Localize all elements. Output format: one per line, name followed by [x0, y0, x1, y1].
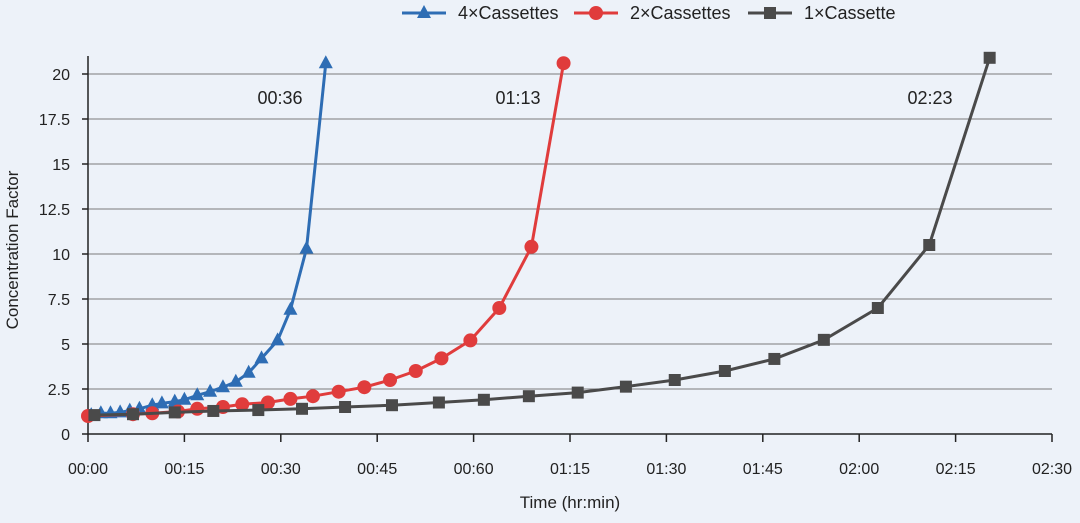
data-point — [522, 390, 535, 403]
end-time-label: 00:36 — [257, 88, 302, 108]
data-point — [88, 409, 101, 422]
x-tick-label: 00:60 — [454, 461, 494, 478]
data-point — [434, 351, 449, 366]
data-point — [668, 374, 681, 386]
data-point — [215, 379, 230, 393]
data-point — [305, 389, 320, 404]
data-point — [260, 395, 275, 410]
data-point — [339, 401, 352, 413]
x-tick-label: 01:30 — [646, 461, 686, 478]
data-point — [235, 397, 250, 412]
data-point — [408, 364, 423, 378]
data-point — [492, 301, 507, 315]
legend-marker — [764, 7, 776, 19]
data-point — [331, 384, 346, 399]
data-point — [477, 393, 490, 406]
data-point — [190, 387, 205, 401]
x-tick-label: 02:30 — [1032, 461, 1072, 478]
series-circle — [81, 56, 571, 423]
data-point — [190, 401, 205, 416]
x-tick-label: 02:00 — [839, 461, 879, 478]
data-point — [252, 404, 265, 417]
legend-item: 1×Cassette — [748, 3, 896, 23]
legend-label: 4×Cassettes — [458, 3, 559, 23]
data-point — [357, 380, 372, 395]
data-point — [556, 56, 571, 71]
data-point — [383, 373, 398, 387]
y-tick-label: 15 — [52, 157, 70, 174]
data-point — [817, 333, 830, 346]
series-square — [88, 51, 996, 422]
y-tick-label: 0 — [61, 427, 70, 444]
x-tick-label: 00:00 — [68, 461, 108, 478]
data-point — [177, 391, 192, 405]
x-tick-label: 00:30 — [261, 461, 301, 478]
y-tick-label: 10 — [52, 247, 70, 264]
y-tick-label: 12.5 — [39, 202, 70, 219]
data-point — [983, 51, 996, 64]
x-tick-label: 01:45 — [743, 461, 783, 478]
series-group — [81, 51, 996, 423]
data-point — [463, 333, 478, 348]
legend-marker — [417, 5, 431, 18]
data-point — [168, 406, 181, 419]
end-time-label: 01:13 — [495, 88, 540, 108]
data-point — [296, 402, 309, 415]
x-tick-label: 02:15 — [936, 461, 976, 478]
y-tick-label: 2.5 — [48, 382, 70, 399]
legend: 4×Cassettes 2×Cassettes 1×Cassette — [402, 3, 896, 23]
y-axis-title: Concentration Factor — [3, 170, 22, 329]
series-line — [94, 57, 992, 417]
series-line — [90, 63, 328, 417]
x-tick-label: 00:15 — [164, 461, 204, 478]
data-point — [619, 380, 632, 393]
data-point — [154, 395, 169, 409]
legend-label: 2×Cassettes — [630, 3, 731, 23]
axes: 0 2.5 5 7.5 10 12.5 15 17.5 20 00:00 00:15 00:30 00:… — [39, 56, 1072, 478]
x-axis-title: Time (hr:min) — [520, 493, 620, 512]
data-point — [718, 365, 731, 377]
end-time-label: 02:23 — [907, 88, 952, 108]
data-point — [299, 240, 314, 254]
data-point — [283, 301, 298, 315]
y-tick-label: 5 — [61, 337, 70, 354]
data-point — [923, 239, 936, 251]
data-point — [283, 391, 298, 406]
y-tick-label: 17.5 — [39, 112, 70, 129]
data-point — [385, 399, 398, 412]
data-point — [228, 373, 243, 387]
legend-item: 4×Cassettes — [402, 3, 559, 23]
series-triangle — [84, 55, 333, 421]
data-point — [241, 364, 256, 378]
data-point — [768, 352, 781, 365]
x-tick-label: 00:45 — [357, 461, 397, 478]
legend-label: 1×Cassette — [804, 3, 896, 23]
series-line — [87, 62, 566, 418]
data-point — [207, 404, 220, 417]
data-point — [524, 239, 539, 254]
legend-item: 2×Cassettes — [574, 3, 731, 23]
data-point — [432, 396, 445, 409]
legend-marker — [589, 6, 603, 20]
y-tick-label: 7.5 — [48, 292, 70, 309]
gridlines — [88, 73, 1052, 390]
data-point — [318, 55, 333, 69]
data-point — [203, 383, 218, 397]
y-tick-label: 20 — [52, 67, 70, 84]
x-tick-label: 01:15 — [550, 461, 590, 478]
data-point — [254, 350, 269, 364]
data-point — [270, 332, 285, 346]
annotations: 00:36 01:13 02:23 — [257, 88, 952, 108]
data-point — [126, 408, 139, 421]
data-point — [571, 386, 584, 399]
data-point — [871, 302, 884, 314]
